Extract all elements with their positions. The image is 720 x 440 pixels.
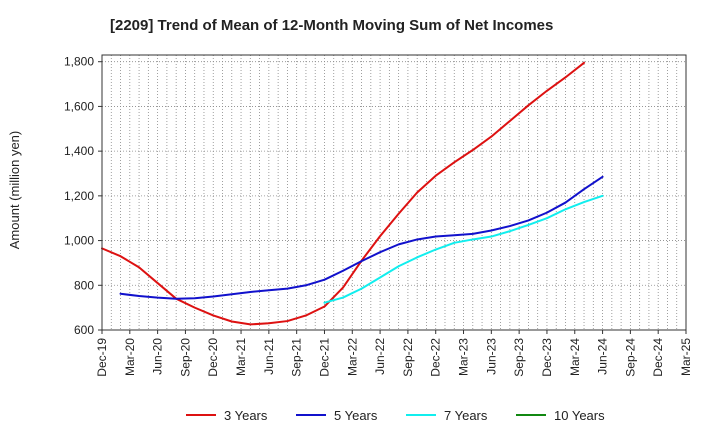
x-axis: Dec-19 Mar-20 Jun-20 Sep-20 Dec-20 Mar-21 Jun-… [95, 330, 693, 377]
y-tick-label: 1,000 [64, 234, 94, 248]
x-tick-label: Dec-24 [651, 338, 665, 377]
series-line-3-years [101, 61, 586, 326]
x-tick-label: Sep-24 [623, 338, 637, 377]
y-tick-label: 1,400 [64, 144, 94, 158]
y-tick-label: 800 [74, 278, 94, 292]
x-tick-label: Mar-24 [568, 338, 582, 376]
x-tick-label: Mar-25 [679, 338, 693, 376]
x-tick-label: Dec-20 [206, 338, 220, 377]
x-tick-label: Mar-20 [123, 338, 137, 376]
legend-label: 7 Years [444, 408, 488, 423]
series-line-7-years [323, 194, 604, 304]
x-tick-label: Dec-22 [429, 338, 443, 377]
x-tick-label: Jun-21 [262, 338, 276, 375]
y-tick-label: 1,600 [64, 99, 94, 113]
y-tick-label: 1,800 [64, 55, 94, 69]
y-axis-label: Amount (million yen) [7, 131, 22, 250]
x-tick-label: Jun-24 [596, 338, 610, 375]
x-tick-label: Dec-21 [317, 338, 331, 377]
x-tick-label: Jun-23 [484, 338, 498, 375]
x-tick-label: Sep-22 [401, 338, 415, 377]
plot-frame [101, 54, 687, 331]
x-tick-label: Sep-21 [290, 338, 304, 377]
x-tick-label: Dec-19 [95, 338, 109, 377]
y-tick-label: 1,200 [64, 189, 94, 203]
legend-label: 3 Years [224, 408, 268, 423]
legend-label: 5 Years [334, 408, 378, 423]
series-line-5-years [119, 175, 604, 300]
x-tick-label: Sep-20 [178, 338, 192, 377]
grid [102, 55, 686, 330]
x-tick-label: Mar-21 [234, 338, 248, 376]
x-tick-label: Mar-22 [345, 338, 359, 376]
series-layer [101, 61, 604, 326]
legend: 3 Years 5 Years 7 Years 10 Years [186, 408, 605, 423]
x-tick-label: Mar-23 [457, 338, 471, 376]
chart-title: [2209] Trend of Mean of 12-Month Moving … [110, 17, 553, 34]
y-axis: 600 800 1,000 1,200 1,400 1,600 1,800 [64, 55, 102, 337]
y-tick-label: 600 [74, 323, 94, 337]
x-tick-label: Jun-20 [151, 338, 165, 375]
x-tick-label: Dec-23 [540, 338, 554, 377]
x-tick-label: Jun-22 [373, 338, 387, 375]
x-tick-label: Sep-23 [512, 338, 526, 377]
legend-label: 10 Years [554, 408, 605, 423]
